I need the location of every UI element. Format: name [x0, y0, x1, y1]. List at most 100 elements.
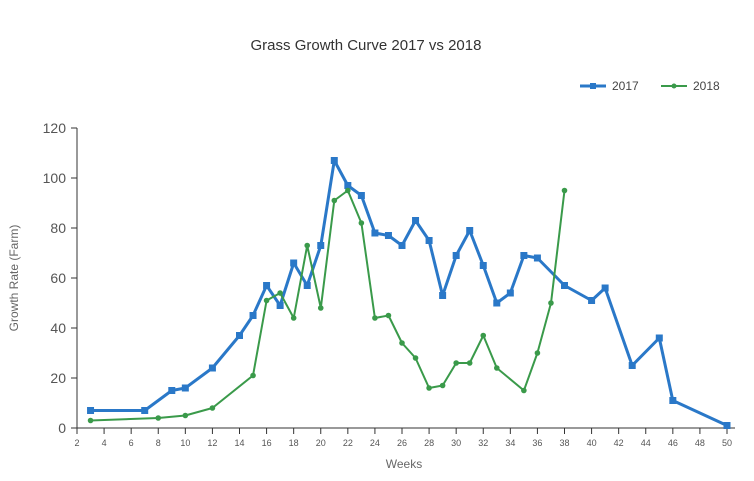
- data-point-2017[interactable]: [669, 397, 677, 404]
- data-point-2017[interactable]: [330, 157, 338, 164]
- x-tick-label: 34: [505, 438, 515, 448]
- chart-title: Grass Growth Curve 2017 vs 2018: [251, 37, 482, 54]
- x-tick-label: 6: [129, 438, 134, 448]
- data-point-2018[interactable]: [372, 315, 378, 321]
- data-point-2017[interactable]: [439, 292, 447, 299]
- y-tick-label: 20: [50, 370, 66, 386]
- y-tick-label: 120: [43, 120, 67, 136]
- legend-item-2018[interactable]: 2018: [661, 79, 720, 93]
- x-tick-label: 40: [587, 438, 597, 448]
- legend-label-2018: 2018: [693, 79, 720, 93]
- data-point-2018[interactable]: [412, 355, 419, 361]
- data-point-2017[interactable]: [588, 297, 596, 304]
- data-point-2018[interactable]: [250, 372, 256, 379]
- y-tick-label: 0: [58, 420, 66, 436]
- legend-label-2017: 2017: [612, 79, 639, 93]
- x-tick-label: 36: [532, 438, 542, 448]
- data-point-2018[interactable]: [155, 415, 162, 421]
- x-tick-label: 50: [722, 438, 732, 448]
- data-point-2017[interactable]: [466, 227, 474, 234]
- y-ticks: 0 20 40 60 80 100 120: [43, 120, 77, 436]
- x-tick-label: 18: [289, 438, 299, 448]
- x-tick-label: 28: [424, 438, 434, 448]
- data-point-2018[interactable]: [87, 417, 94, 424]
- data-point-2017[interactable]: [493, 299, 501, 307]
- data-point-2017[interactable]: [452, 252, 460, 259]
- data-point-2018[interactable]: [345, 187, 351, 194]
- data-point-2018[interactable]: [317, 305, 324, 311]
- data-point-2017[interactable]: [181, 384, 189, 392]
- data-point-2017[interactable]: [344, 182, 352, 189]
- x-tick-label: 24: [370, 438, 380, 448]
- y-axis-label: Growth Rate (Farm): [7, 225, 21, 332]
- data-point-2017[interactable]: [276, 302, 284, 309]
- data-point-2017[interactable]: [236, 332, 243, 339]
- legend-item-2017[interactable]: 2017: [580, 79, 639, 93]
- data-point-2018[interactable]: [209, 405, 216, 411]
- legend-marker-2018: [671, 83, 677, 89]
- data-point-2018[interactable]: [358, 220, 365, 226]
- x-tick-label: 8: [156, 438, 161, 448]
- data-point-2018[interactable]: [561, 187, 568, 194]
- data-point-2018[interactable]: [304, 242, 311, 249]
- x-tick-label: 12: [207, 438, 217, 448]
- data-point-2017[interactable]: [533, 254, 541, 262]
- data-point-2017[interactable]: [601, 284, 609, 292]
- data-point-2017[interactable]: [87, 407, 95, 414]
- data-point-2017[interactable]: [506, 289, 514, 297]
- data-point-2017[interactable]: [357, 192, 365, 199]
- data-point-2017[interactable]: [479, 262, 487, 269]
- data-point-2018[interactable]: [263, 297, 270, 304]
- data-point-2018[interactable]: [534, 350, 541, 356]
- data-point-2017[interactable]: [290, 259, 298, 267]
- data-point-2018[interactable]: [399, 340, 405, 346]
- data-point-2018[interactable]: [331, 197, 338, 204]
- data-point-2017[interactable]: [168, 387, 176, 394]
- data-point-2017[interactable]: [263, 282, 271, 289]
- data-point-2018[interactable]: [426, 385, 432, 391]
- data-point-2018[interactable]: [277, 290, 283, 296]
- data-point-2017[interactable]: [398, 242, 406, 249]
- y-tick-label: 60: [50, 270, 66, 286]
- x-tick-label: 44: [641, 438, 651, 448]
- data-point-2017[interactable]: [384, 232, 392, 239]
- data-point-2018[interactable]: [480, 332, 487, 339]
- axes: [71, 128, 735, 429]
- data-point-2017[interactable]: [303, 282, 311, 289]
- data-point-2017[interactable]: [249, 312, 257, 319]
- data-point-2018[interactable]: [453, 360, 459, 366]
- data-point-2017[interactable]: [412, 217, 420, 224]
- legend: 2017 2018: [580, 79, 720, 93]
- data-point-2017[interactable]: [520, 252, 528, 259]
- data-point-2018[interactable]: [521, 387, 527, 394]
- x-tick-label: 2: [74, 438, 79, 448]
- data-point-2018[interactable]: [493, 365, 500, 371]
- x-tick-label: 26: [397, 438, 407, 448]
- x-tick-label: 32: [478, 438, 488, 448]
- data-point-2017[interactable]: [141, 407, 149, 414]
- data-point-2017[interactable]: [371, 229, 379, 237]
- x-tick-label: 42: [614, 438, 624, 448]
- x-tick-label: 46: [668, 438, 678, 448]
- data-point-2018[interactable]: [548, 300, 554, 306]
- x-tick-label: 38: [559, 438, 569, 448]
- data-point-2018[interactable]: [182, 412, 189, 419]
- data-point-2017[interactable]: [628, 362, 636, 369]
- data-point-2017[interactable]: [317, 242, 325, 249]
- data-point-2017[interactable]: [723, 422, 731, 429]
- data-point-2017[interactable]: [655, 334, 663, 342]
- data-point-2017[interactable]: [561, 282, 568, 289]
- data-point-2018[interactable]: [466, 360, 473, 366]
- series-group: [87, 157, 731, 429]
- data-point-2017[interactable]: [425, 237, 433, 244]
- x-tick-label: 20: [316, 438, 326, 448]
- x-tick-label: 10: [180, 438, 190, 448]
- data-point-2017[interactable]: [208, 364, 216, 372]
- x-tick-label: 30: [451, 438, 461, 448]
- data-point-2018[interactable]: [439, 382, 446, 389]
- data-point-2018[interactable]: [290, 315, 297, 321]
- data-point-2018[interactable]: [385, 312, 392, 319]
- legend-marker-2017: [590, 83, 596, 89]
- x-axis-label: Weeks: [386, 457, 422, 471]
